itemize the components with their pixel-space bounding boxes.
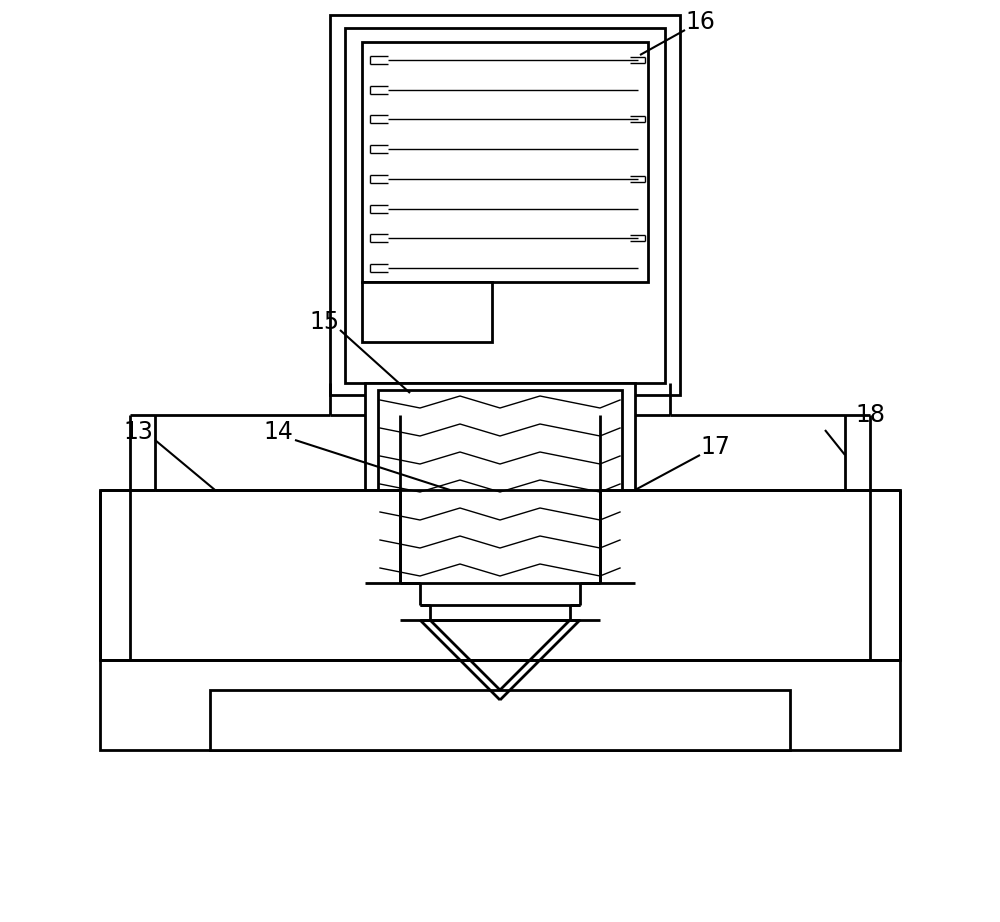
Bar: [362, 282, 492, 342]
Text: 17: 17: [700, 435, 730, 459]
Bar: [345, 28, 665, 383]
Bar: [210, 690, 790, 750]
Bar: [378, 390, 622, 578]
Text: 16: 16: [685, 10, 715, 34]
Bar: [362, 42, 648, 282]
Text: 14: 14: [263, 420, 293, 444]
Bar: [100, 660, 900, 750]
Bar: [330, 15, 680, 395]
Bar: [100, 490, 900, 660]
Bar: [365, 383, 635, 583]
Text: 15: 15: [310, 310, 340, 334]
Text: 18: 18: [855, 403, 885, 427]
Text: 13: 13: [123, 420, 153, 444]
